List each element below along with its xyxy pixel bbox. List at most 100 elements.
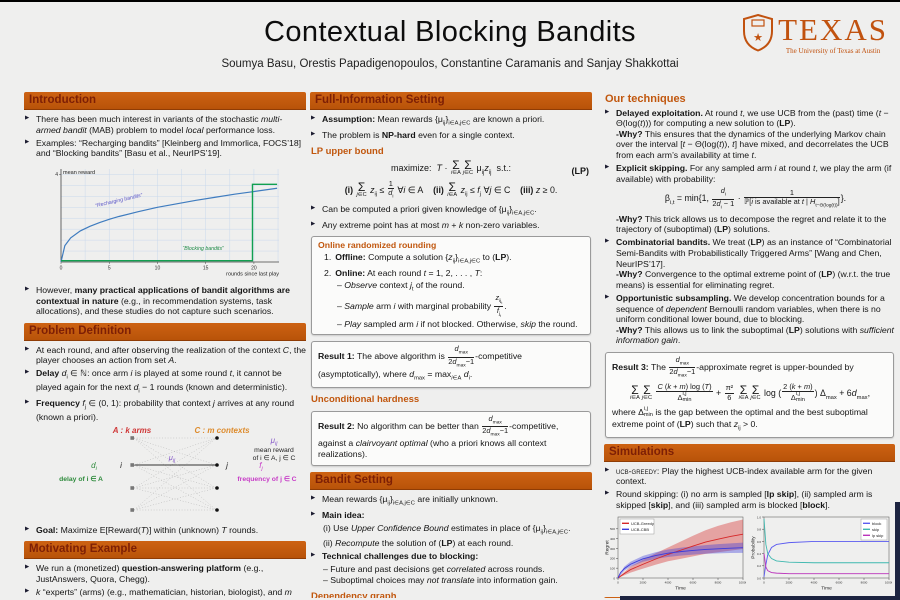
window-bottom-edge: [620, 596, 900, 600]
lp-tag: (LP): [571, 165, 590, 176]
bandit-bullet: Main idea:: [311, 510, 592, 521]
fullinfo-bullet: The problem is NP-hard even for a single…: [311, 130, 592, 141]
motivating-bullet: k “experts” (arms) (e.g., mathematician,…: [25, 587, 306, 598]
svg-text:“Blocking bandits”: “Blocking bandits”: [183, 246, 225, 252]
svg-text:200: 200: [610, 557, 615, 561]
delay-symbol: di: [91, 461, 97, 472]
delay-caption: delay of i ∈ A: [59, 475, 103, 483]
technique-why: -Why? This allows us to link the subopti…: [616, 324, 894, 346]
section-header-simulations: Simulations: [604, 443, 895, 462]
svg-text:Time: Time: [675, 586, 686, 592]
svg-text:0.4: 0.4: [757, 552, 762, 556]
svg-text:UCB-CBB: UCB-CBB: [631, 527, 649, 532]
texas-shield-icon: ★: [743, 13, 774, 57]
mu-symbol: μij: [270, 436, 279, 447]
freq-caption: frequency of j ∈ C: [237, 475, 296, 483]
rounding-substep: – Observe context jt of the round.: [337, 279, 465, 293]
svg-text:8000: 8000: [715, 581, 722, 585]
svg-text:4000: 4000: [665, 581, 672, 585]
svg-text:block: block: [872, 521, 881, 526]
svg-text:★: ★: [753, 32, 763, 44]
simulation-bullet: Round skipping: (i) no arm is sampled [l…: [605, 489, 895, 510]
svg-text:300: 300: [610, 547, 615, 551]
section-header-full-information: Full-Information Setting: [310, 92, 592, 110]
beta-formula: βi,t = min{1, di 2di − 1 · 1 ℙ[i is availa…: [664, 186, 847, 210]
poster-header: Contextual Blocking Bandits Soumya Basu,…: [0, 2, 900, 90]
unconditional-hardness-heading: Unconditional hardness: [311, 393, 420, 405]
section-header-introduction: Introduction: [24, 92, 306, 110]
left-column: Introduction There has been much interes…: [24, 92, 306, 598]
technique-item: Opportunistic subsampling. We develop co…: [605, 293, 895, 346]
dependency-graph-heading: Dependency graph: [311, 591, 397, 598]
step-number: 1.: [324, 252, 332, 263]
rounding-substep: – Play sampled arm i if not blocked. Oth…: [337, 319, 578, 330]
technique-head: Combinatorial bandits. We treat (LP) as …: [616, 237, 892, 269]
step-number: 2.: [324, 267, 332, 278]
bandit-subitem: – Suboptimal choices may not translate i…: [323, 575, 558, 586]
reward-curves-figure: 0 5 10 15 20 4 rounds since last play mean rewa…: [24, 161, 306, 282]
technique-why: -Why? Convergence to the optimal extreme…: [616, 269, 891, 290]
svg-text:6000: 6000: [690, 581, 697, 585]
svg-text:mean reward: mean reward: [63, 170, 95, 176]
svg-text:skip: skip: [872, 527, 880, 532]
svg-text:Probability: Probability: [751, 536, 757, 559]
technique-head: Explicit skipping. For any sampled arm i…: [616, 163, 892, 184]
svg-text:lp skip: lp skip: [872, 533, 884, 538]
svg-text:Regret: Regret: [605, 540, 611, 555]
technique-why: -Why? This ensures that the dynamics of …: [616, 128, 889, 160]
technique-head: Opportunistic subsampling. We develop co…: [616, 293, 885, 325]
bandit-bullet: Technical challenges due to blocking:: [311, 551, 592, 562]
bandit-bullet: Mean rewards {μij}i∈A,j∈C are initially …: [311, 494, 592, 508]
svg-text:4000: 4000: [811, 581, 818, 585]
contexts-label: C : m contexts: [194, 426, 250, 435]
reward-curves-chart: 0 5 10 15 20 4 rounds since last play mean rewa…: [55, 169, 279, 278]
problem-bullet: Frequency fj ∈ (0, 1): probability that …: [25, 398, 306, 422]
svg-text:0: 0: [613, 577, 615, 581]
goal-bullet: Goal: Maximize E[Reward(T)] within (unkn…: [25, 525, 306, 536]
rounding-box-title: Online randomized rounding: [318, 240, 437, 251]
window-top-edge: [0, 0, 900, 2]
svg-text:15: 15: [203, 266, 209, 272]
svg-text:400: 400: [610, 537, 615, 541]
svg-text:0: 0: [763, 581, 765, 585]
result2-box: Result 2: No algorithm can be better tha…: [311, 410, 591, 466]
our-techniques-heading: Our techniques: [605, 93, 686, 105]
simulation-bullet: ucb-greedy: Play the highest UCB-index a…: [605, 466, 895, 487]
svg-text:500: 500: [610, 527, 615, 531]
svg-text:10: 10: [155, 266, 161, 272]
mu-caption: mean reward: [254, 447, 294, 454]
bipartite-graph-figure: A : k arms C : m contexts μij mean rewar…: [59, 426, 297, 513]
svg-text:20: 20: [251, 266, 257, 272]
bandit-subitem: (ii) Recompute the solution of (LP) at e…: [323, 537, 514, 548]
svg-text:5: 5: [108, 266, 111, 272]
svg-text:2000: 2000: [640, 581, 647, 585]
intro-bullet: Examples: “Recharging bandits” [Kleinber…: [25, 138, 306, 159]
technique-item: Combinatorial bandits. We treat (LP) as …: [605, 237, 895, 290]
logo-wordmark: TEXAS: [778, 12, 888, 47]
fullinfo-bullet: Can be computed a priori given knowledge…: [311, 204, 592, 218]
mu-edge-label: μij: [168, 453, 176, 464]
svg-text:0: 0: [60, 266, 63, 272]
technique-why: -Why? This trick allows us to decompose …: [616, 213, 887, 235]
result3-intro: Result 3: The dmax 2dmax−1 -approximate re…: [612, 355, 854, 379]
svg-text:0.2: 0.2: [757, 564, 762, 568]
section-header-motivating-example: Motivating Example: [24, 541, 306, 560]
svg-text:100: 100: [610, 567, 615, 571]
lp-upper-bound-heading: LP upper bound: [311, 145, 384, 157]
svg-text:UCB-Greedy: UCB-Greedy: [631, 521, 654, 526]
technique-head: Delayed exploitation. At round t, we use…: [616, 107, 889, 129]
logo-tagline: The University of Texas at Austin: [785, 47, 881, 55]
result3-box: Result 3: The dmax 2dmax−1 -approximate re…: [605, 352, 894, 438]
svg-text:8000: 8000: [861, 581, 868, 585]
freq-symbol: fj: [259, 461, 263, 472]
fullinfo-bullet: Any extreme point has at most m + k non-…: [311, 220, 592, 231]
intro-bullet: There has been much interest in variants…: [25, 114, 306, 135]
svg-text:6000: 6000: [836, 581, 843, 585]
